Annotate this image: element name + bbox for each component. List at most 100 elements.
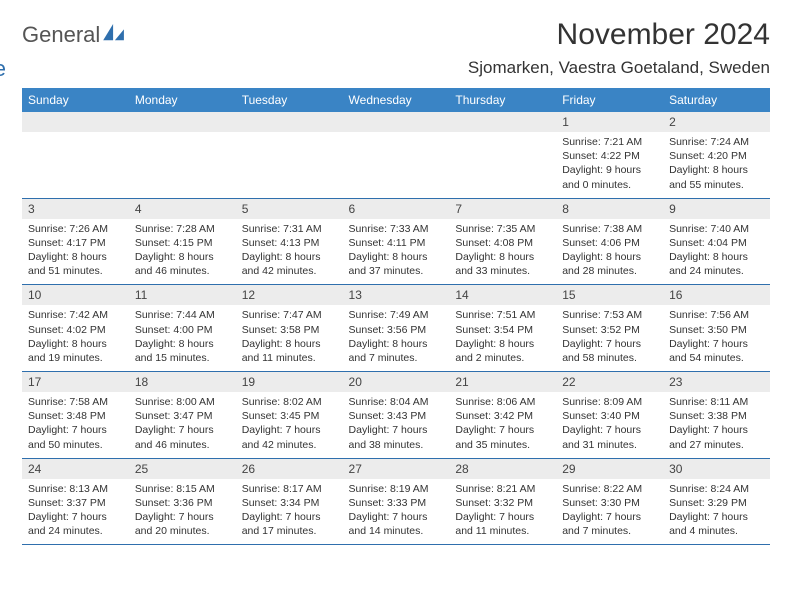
calendar-day-cell: 18 Sunrise: 8:00 AMSunset: 3:47 PMDayligh… [129, 372, 236, 459]
day-number: 1 [556, 112, 663, 132]
sunrise-text: Sunrise: 8:11 AM [669, 395, 764, 409]
day-content: Sunrise: 7:40 AMSunset: 4:04 PMDaylight:… [663, 219, 770, 285]
daylight-text: Daylight: 8 hours and 15 minutes. [135, 337, 230, 365]
day-number: 29 [556, 459, 663, 479]
calendar-day-cell: 10Sunrise: 7:42 AMSunset: 4:02 PMDayligh… [22, 285, 129, 372]
sunrise-text: Sunrise: 8:24 AM [669, 482, 764, 496]
day-number: 12 [236, 285, 343, 305]
calendar-day-cell: 13Sunrise: 7:49 AMSunset: 3:56 PMDayligh… [343, 285, 450, 372]
sunset-text: Sunset: 3:58 PM [242, 323, 337, 337]
day-number: 15 [556, 285, 663, 305]
logo-text: General Blue [22, 24, 125, 65]
weekday-header: Thursday [449, 88, 556, 112]
calendar-day-cell: 2Sunrise: 7:24 AMSunset: 4:20 PMDaylight… [663, 112, 770, 198]
location: Sjomarken, Vaestra Goetaland, Sweden [468, 58, 770, 78]
logo-word2: Blue [0, 59, 6, 79]
day-content: Sunrise: 7:49 AMSunset: 3:56 PMDaylight:… [343, 305, 450, 371]
calendar-day-cell: 8Sunrise: 7:38 AMSunset: 4:06 PMDaylight… [556, 198, 663, 285]
sunrise-text: Sunrise: 7:31 AM [242, 222, 337, 236]
sunrise-text: Sunrise: 8:00 AM [135, 395, 230, 409]
day-content: Sunrise: 7:58 AMSunset: 3:48 PMDaylight:… [22, 392, 129, 458]
calendar-day-cell: 23Sunrise: 8:11 AMSunset: 3:38 PMDayligh… [663, 372, 770, 459]
day-content: Sunrise: 8:19 AMSunset: 3:33 PMDaylight:… [343, 479, 450, 545]
sunrise-text: Sunrise: 8:06 AM [455, 395, 550, 409]
sunset-text: Sunset: 3:32 PM [455, 496, 550, 510]
daylight-text: Daylight: 7 hours and 31 minutes. [562, 423, 657, 451]
day-number: 22 [556, 372, 663, 392]
sunrise-text: Sunrise: 7:26 AM [28, 222, 123, 236]
weekday-header-row: Sunday Monday Tuesday Wednesday Thursday… [22, 88, 770, 112]
day-number: 26 [236, 459, 343, 479]
weekday-header: Sunday [22, 88, 129, 112]
sunrise-text: Sunrise: 7:38 AM [562, 222, 657, 236]
daylight-text: Daylight: 8 hours and 46 minutes. [135, 250, 230, 278]
daylight-text: Daylight: 9 hours and 0 minutes. [562, 163, 657, 191]
day-number: 23 [663, 372, 770, 392]
sunset-text: Sunset: 3:33 PM [349, 496, 444, 510]
day-number: 25 [129, 459, 236, 479]
calendar-day-cell: 9Sunrise: 7:40 AMSunset: 4:04 PMDaylight… [663, 198, 770, 285]
calendar-day-cell [236, 112, 343, 198]
daylight-text: Daylight: 8 hours and 24 minutes. [669, 250, 764, 278]
day-number: 13 [343, 285, 450, 305]
sunrise-text: Sunrise: 7:44 AM [135, 308, 230, 322]
day-content: Sunrise: 7:51 AMSunset: 3:54 PMDaylight:… [449, 305, 556, 371]
daylight-text: Daylight: 8 hours and 33 minutes. [455, 250, 550, 278]
day-content: Sunrise: 7:42 AMSunset: 4:02 PMDaylight:… [22, 305, 129, 371]
day-content: Sunrise: 7:35 AMSunset: 4:08 PMDaylight:… [449, 219, 556, 285]
sunrise-text: Sunrise: 7:53 AM [562, 308, 657, 322]
daylight-text: Daylight: 7 hours and 38 minutes. [349, 423, 444, 451]
sunrise-text: Sunrise: 7:24 AM [669, 135, 764, 149]
sunset-text: Sunset: 3:29 PM [669, 496, 764, 510]
day-number: 20 [343, 372, 450, 392]
sunset-text: Sunset: 4:00 PM [135, 323, 230, 337]
calendar-day-cell: 27Sunrise: 8:19 AMSunset: 3:33 PMDayligh… [343, 458, 450, 545]
daylight-text: Daylight: 8 hours and 19 minutes. [28, 337, 123, 365]
daylight-text: Daylight: 8 hours and 28 minutes. [562, 250, 657, 278]
calendar-day-cell: 6Sunrise: 7:33 AMSunset: 4:11 PMDaylight… [343, 198, 450, 285]
day-content: Sunrise: 7:31 AMSunset: 4:13 PMDaylight:… [236, 219, 343, 285]
day-number: 7 [449, 199, 556, 219]
sunset-text: Sunset: 3:40 PM [562, 409, 657, 423]
daylight-text: Daylight: 7 hours and 4 minutes. [669, 510, 764, 538]
sunset-text: Sunset: 3:47 PM [135, 409, 230, 423]
daylight-text: Daylight: 7 hours and 7 minutes. [562, 510, 657, 538]
sunset-text: Sunset: 4:22 PM [562, 149, 657, 163]
month-title: November 2024 [468, 18, 770, 52]
sunrise-text: Sunrise: 7:47 AM [242, 308, 337, 322]
day-content: Sunrise: 7:56 AMSunset: 3:50 PMDaylight:… [663, 305, 770, 371]
calendar-day-cell: 24Sunrise: 8:13 AMSunset: 3:37 PMDayligh… [22, 458, 129, 545]
sunrise-text: Sunrise: 7:28 AM [135, 222, 230, 236]
calendar-day-cell: 30 Sunrise: 8:24 AMSunset: 3:29 PMDayligh… [663, 458, 770, 545]
daylight-text: Daylight: 8 hours and 7 minutes. [349, 337, 444, 365]
daylight-text: Daylight: 8 hours and 2 minutes. [455, 337, 550, 365]
day-number: 16 [663, 285, 770, 305]
daylight-text: Daylight: 7 hours and 50 minutes. [28, 423, 123, 451]
day-number: 30 [663, 459, 770, 479]
daylight-text: Daylight: 7 hours and 20 minutes. [135, 510, 230, 538]
calendar-week-row: 1Sunrise: 7:21 AMSunset: 4:22 PMDaylight… [22, 112, 770, 198]
sunrise-text: Sunrise: 7:42 AM [28, 308, 123, 322]
calendar-day-cell: 1Sunrise: 7:21 AMSunset: 4:22 PMDaylight… [556, 112, 663, 198]
sunset-text: Sunset: 3:42 PM [455, 409, 550, 423]
day-content-empty [343, 132, 450, 182]
day-number: 9 [663, 199, 770, 219]
sunset-text: Sunset: 3:34 PM [242, 496, 337, 510]
day-number: 3 [22, 199, 129, 219]
day-number: 11 [129, 285, 236, 305]
daylight-text: Daylight: 7 hours and 17 minutes. [242, 510, 337, 538]
weekday-header: Monday [129, 88, 236, 112]
calendar-day-cell: 12Sunrise: 7:47 AMSunset: 3:58 PMDayligh… [236, 285, 343, 372]
daylight-text: Daylight: 7 hours and 46 minutes. [135, 423, 230, 451]
calendar-day-cell: 26Sunrise: 8:17 AMSunset: 3:34 PMDayligh… [236, 458, 343, 545]
day-number: 28 [449, 459, 556, 479]
calendar-day-cell [22, 112, 129, 198]
day-number: 6 [343, 199, 450, 219]
daylight-text: Daylight: 8 hours and 55 minutes. [669, 163, 764, 191]
day-number: 18 [129, 372, 236, 392]
calendar-day-cell: 25Sunrise: 8:15 AMSunset: 3:36 PMDayligh… [129, 458, 236, 545]
calendar-week-row: 24Sunrise: 8:13 AMSunset: 3:37 PMDayligh… [22, 458, 770, 545]
calendar-day-cell: 21Sunrise: 8:06 AMSunset: 3:42 PMDayligh… [449, 372, 556, 459]
sunrise-text: Sunrise: 8:19 AM [349, 482, 444, 496]
calendar-day-cell: 19Sunrise: 8:02 AMSunset: 3:45 PMDayligh… [236, 372, 343, 459]
